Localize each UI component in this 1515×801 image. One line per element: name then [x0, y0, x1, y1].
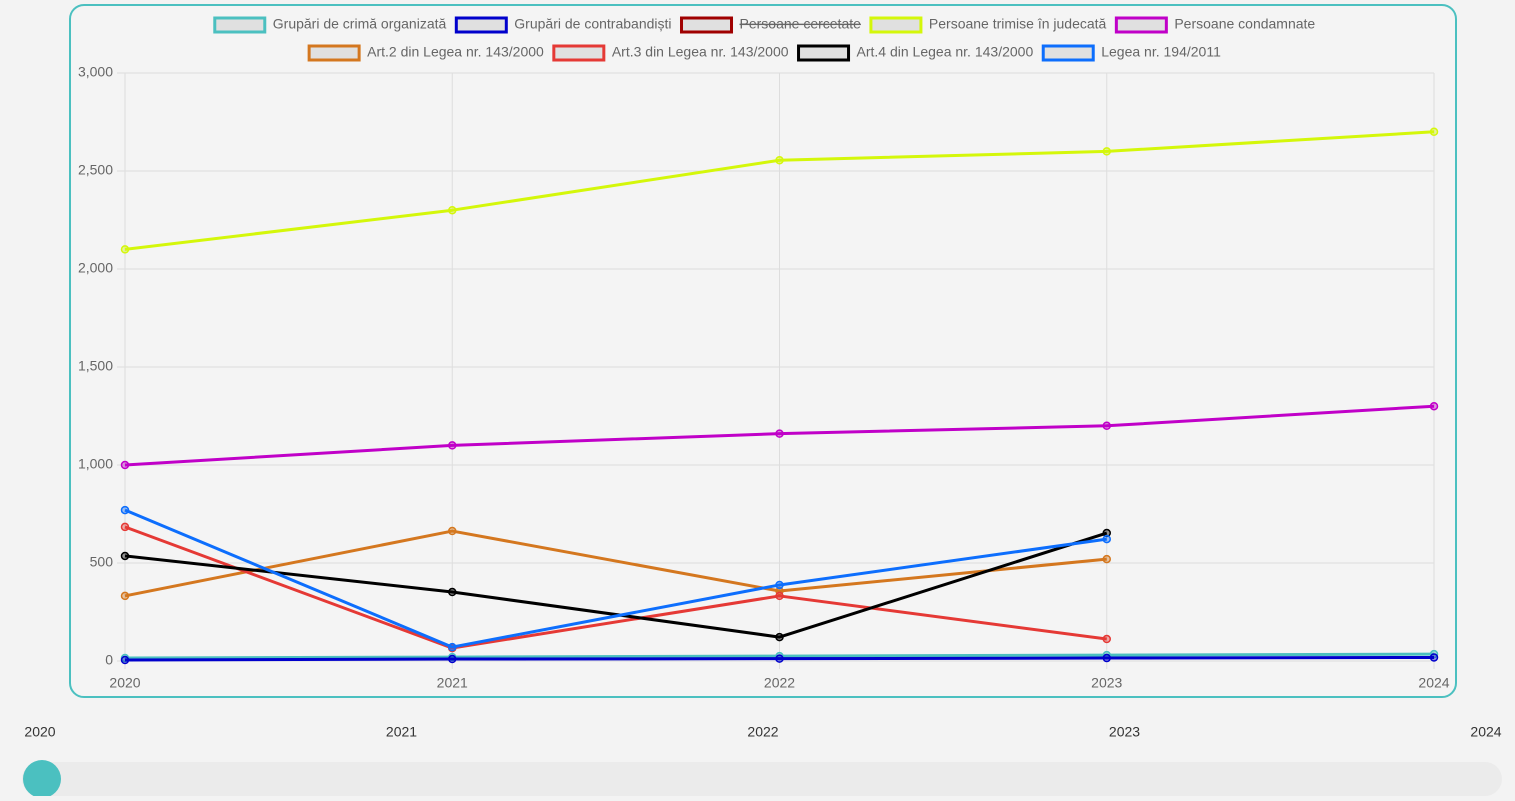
- point: [448, 587, 457, 597]
- x-tick-label: 2020: [109, 675, 140, 691]
- legend-label[interactable]: Persoane trimise în judecată: [929, 16, 1107, 32]
- legend-label[interactable]: Legea nr. 194/2011: [1101, 44, 1221, 60]
- point: [775, 155, 784, 165]
- legend-label[interactable]: Grupări de crimă organizată: [273, 16, 447, 32]
- point: [120, 551, 130, 561]
- line: [124, 404, 1435, 467]
- point: [1102, 421, 1111, 431]
- point: [120, 591, 130, 601]
- line: [124, 525, 1107, 650]
- point: [448, 205, 457, 215]
- legend-label[interactable]: Art.2 din Legea nr. 143/2000: [367, 44, 544, 60]
- y-tick-label: 0: [105, 652, 113, 668]
- legend-swatch[interactable]: [552, 44, 606, 62]
- slider-track[interactable]: [22, 762, 1502, 796]
- line: [124, 130, 1435, 251]
- point: [448, 642, 457, 652]
- point: [1102, 147, 1111, 156]
- line: [124, 652, 1435, 660]
- point: [448, 441, 457, 450]
- y-tick-label: 3,000: [78, 64, 113, 80]
- point: [775, 632, 784, 642]
- legend-swatch[interactable]: [213, 16, 267, 34]
- legend-swatch[interactable]: [797, 44, 851, 62]
- point: [1429, 401, 1439, 411]
- legend-label[interactable]: Art.3 din Legea nr. 143/2000: [612, 44, 789, 60]
- x-tick-label: 2023: [1091, 675, 1122, 691]
- x-tick-label: 2021: [437, 675, 468, 691]
- point: [1102, 634, 1111, 644]
- point: [448, 654, 457, 664]
- point: [448, 526, 457, 536]
- point: [775, 580, 784, 590]
- y-tick-label: 1,500: [78, 358, 113, 374]
- line: [124, 529, 1107, 598]
- slider-tick-label: 2021: [386, 724, 417, 740]
- point: [120, 460, 130, 470]
- slider-tick-label: 2024: [1470, 724, 1501, 740]
- slider-knob[interactable]: [23, 760, 61, 798]
- y-tick-label: 1,000: [78, 456, 113, 472]
- x-tick-label: 2024: [1418, 675, 1449, 691]
- x-tick-label: 2022: [764, 675, 795, 691]
- line: [124, 655, 1435, 662]
- point: [120, 245, 130, 254]
- legend-swatch[interactable]: [307, 44, 361, 62]
- y-tick-label: 2,000: [78, 260, 113, 276]
- point: [1102, 534, 1111, 544]
- legend-swatch[interactable]: [680, 16, 734, 34]
- slider-tick-label: 2020: [24, 724, 55, 740]
- legend-swatch[interactable]: [1114, 16, 1168, 34]
- point: [120, 522, 130, 532]
- slider-tick-label: 2023: [1109, 724, 1140, 740]
- legend-label[interactable]: Grupări de contrabandiști: [514, 16, 671, 32]
- line: [124, 508, 1107, 649]
- point: [120, 505, 130, 515]
- point: [1102, 528, 1111, 538]
- slider-tick-label: 2022: [747, 724, 778, 740]
- y-tick-label: 500: [90, 554, 114, 570]
- point: [775, 429, 784, 438]
- y-tick-label: 2,500: [78, 162, 113, 178]
- legend-label[interactable]: Persoane cercetate: [740, 16, 862, 32]
- chart-card: [69, 4, 1457, 698]
- legend-swatch[interactable]: [869, 16, 923, 34]
- legend-label[interactable]: Persoane condamnate: [1174, 16, 1315, 32]
- point: [1429, 127, 1439, 137]
- point: [1429, 653, 1439, 662]
- point: [775, 591, 784, 601]
- point: [1102, 653, 1111, 663]
- legend-swatch[interactable]: [1041, 44, 1095, 62]
- point: [120, 655, 130, 665]
- legend-swatch[interactable]: [454, 16, 508, 34]
- legend-label[interactable]: Art.4 din Legea nr. 143/2000: [857, 44, 1034, 60]
- point: [1102, 554, 1111, 564]
- point: [775, 654, 784, 663]
